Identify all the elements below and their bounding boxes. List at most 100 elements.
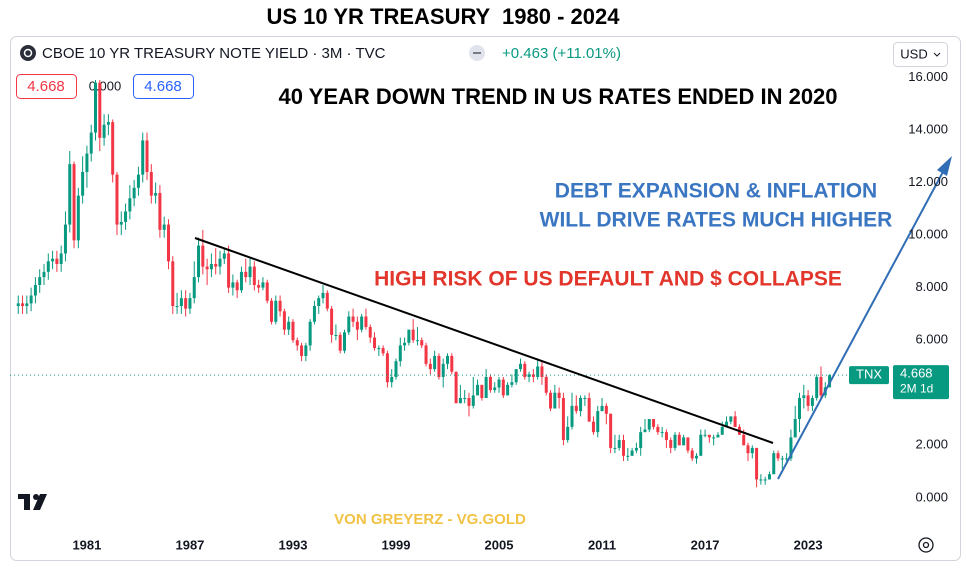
candle-body (300, 345, 304, 356)
annotation: DEBT EXPANSION & INFLATION (555, 180, 877, 203)
candle-body (815, 376, 819, 398)
candle-body (810, 397, 814, 406)
settings-icon (922, 541, 930, 549)
candle-body (291, 321, 295, 341)
candle-body (214, 263, 218, 267)
candle-body (102, 124, 106, 138)
candle-body (604, 405, 608, 414)
y-tick-label: 0.000 (915, 489, 948, 504)
candle-body (793, 419, 797, 438)
sell-price: 4.668 (27, 78, 65, 95)
candle-body (759, 479, 763, 481)
candle-body (128, 198, 132, 212)
annotation: HIGH RISK OF US DEFAULT AND $ COLLAPSE (374, 268, 842, 291)
candle-body (330, 308, 334, 335)
candle-body (587, 397, 591, 422)
up-arrow-head (937, 156, 952, 176)
candle-body (287, 321, 291, 330)
candle-body (806, 395, 810, 406)
annotation: VON GREYERZ - VG.GOLD (334, 511, 526, 528)
candle-body (780, 458, 784, 460)
y-tick-label: 6.000 (915, 332, 948, 347)
candle-body (647, 419, 651, 430)
candle-body (458, 397, 462, 404)
candle-body (312, 306, 316, 322)
candle-body (132, 187, 136, 199)
ticker-tag (849, 366, 889, 385)
candle-body (89, 132, 93, 154)
candle-body (381, 348, 385, 354)
candle-body (364, 316, 368, 328)
candle-body (497, 379, 501, 388)
candle-body (274, 300, 278, 322)
candle-body (549, 392, 553, 409)
candle-body (209, 263, 213, 270)
candle-body (85, 153, 89, 173)
candle-body (523, 363, 527, 377)
candle-body (261, 282, 265, 288)
candle-body (171, 261, 175, 307)
candle-body (166, 224, 170, 262)
candle-body (394, 361, 398, 377)
annotation: 40 YEAR DOWN TREND IN US RATES ENDED IN … (278, 84, 837, 109)
candle-body (802, 395, 806, 398)
candle-body (141, 140, 145, 175)
candle-body (197, 245, 201, 278)
buy-box[interactable] (133, 74, 194, 99)
candle-body (403, 342, 407, 346)
candle-body (518, 363, 522, 370)
candle-body (686, 437, 690, 451)
settings-button[interactable] (918, 537, 934, 553)
candle-body (317, 298, 321, 307)
candle-body (63, 224, 67, 254)
candle-body (304, 345, 308, 356)
candle-body (68, 164, 72, 225)
candle-body (454, 371, 458, 404)
sell-box[interactable] (16, 74, 77, 99)
candle-body (467, 397, 471, 406)
ticker-label: TNX (856, 367, 882, 382)
annotation: WILL DRIVE RATES MUCH HIGHER (540, 209, 893, 232)
x-tick-label: 2023 (794, 537, 823, 552)
candle-body (767, 474, 771, 480)
candle-body (450, 355, 454, 372)
buy-price: 4.668 (144, 78, 182, 95)
candle-body (390, 376, 394, 383)
candle-body (776, 453, 780, 459)
candle-body (755, 447, 759, 480)
trend-line (194, 237, 774, 444)
tv-logo (18, 494, 47, 510)
x-tick-label: 1993 (279, 537, 308, 552)
y-tick-label: 14.000 (908, 121, 948, 136)
candle-body (514, 369, 518, 383)
candle-body (574, 405, 578, 412)
candle-body (480, 384, 484, 398)
candle-body (46, 261, 50, 272)
candle-body (746, 445, 750, 454)
candle-body (463, 397, 467, 399)
candle-body (231, 282, 235, 288)
candle-body (295, 340, 299, 346)
chart-frame (10, 36, 961, 561)
candle-body (278, 300, 282, 312)
y-tick-label: 8.000 (915, 279, 948, 294)
candle-body (149, 172, 153, 196)
candle-body (703, 434, 707, 436)
candle-body (252, 266, 256, 285)
candle-body (188, 298, 192, 309)
candle-body (729, 416, 733, 422)
candle-body (239, 271, 243, 291)
currency-button[interactable] (893, 42, 948, 67)
candle-body (699, 434, 703, 456)
candle-body (55, 258, 59, 264)
candle-body (613, 447, 617, 449)
candle-body (561, 397, 565, 441)
candle-body (566, 426, 570, 441)
candle-body (205, 266, 209, 270)
candle-body (227, 253, 231, 288)
symbol-icon-mark (23, 48, 33, 58)
candle-body (664, 432, 668, 441)
candle-body (639, 432, 643, 448)
candle-body (29, 295, 33, 304)
x-tick-label: 1999 (382, 537, 411, 552)
